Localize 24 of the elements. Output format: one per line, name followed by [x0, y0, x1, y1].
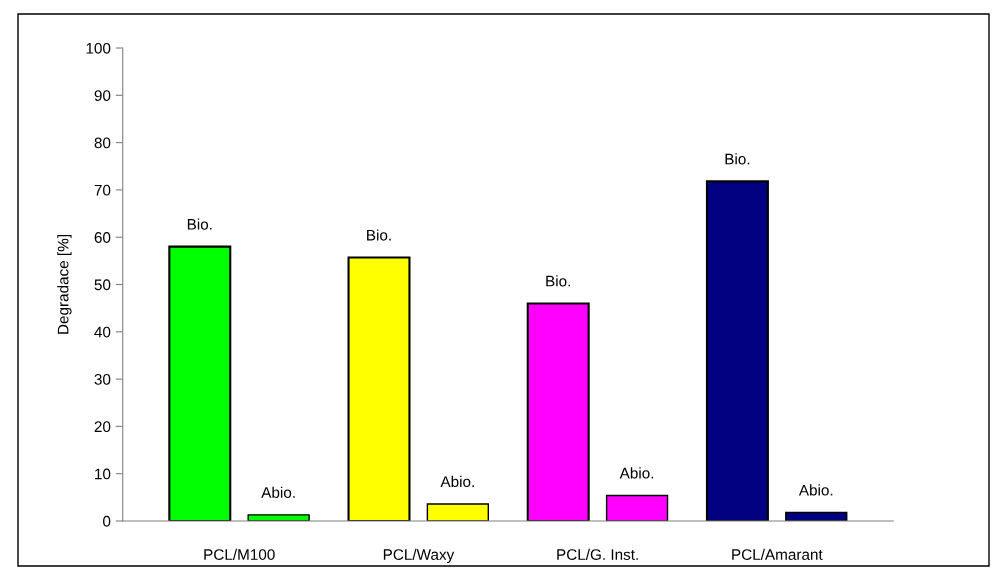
- y-tick-label: 80: [94, 137, 111, 149]
- x-tick-label: PCL/G. Inst.: [557, 548, 638, 560]
- y-tick-label: 100: [86, 42, 111, 54]
- y-tick-label: 30: [94, 373, 111, 385]
- y-tick-label: 40: [94, 326, 111, 338]
- y-tick-label: 60: [94, 232, 111, 243]
- data-label: Abio.: [798, 484, 833, 496]
- y-axis-title: Degradace [%]: [57, 235, 72, 334]
- data-label: Bio.: [367, 229, 391, 241]
- data-label: Bio.: [546, 275, 570, 287]
- x-tick-label: PCL/Amarant: [732, 548, 823, 560]
- data-label: Bio.: [187, 218, 212, 230]
- y-tick-label: 50: [94, 279, 111, 291]
- data-label: Abio.: [440, 475, 474, 488]
- y-tick-label: 0: [103, 515, 111, 527]
- x-tick-label: PCL/Waxy: [383, 548, 455, 563]
- data-label: Abio.: [619, 467, 654, 479]
- data-label: Abio.: [261, 486, 295, 498]
- y-tick-label: 70: [94, 184, 111, 196]
- y-tick-label: 10: [95, 468, 111, 480]
- y-tick-label: 20: [94, 421, 111, 433]
- y-tick-label: 90: [94, 90, 111, 102]
- x-tick-label: PCL/M100: [204, 548, 275, 560]
- data-label: Bio.: [725, 153, 750, 165]
